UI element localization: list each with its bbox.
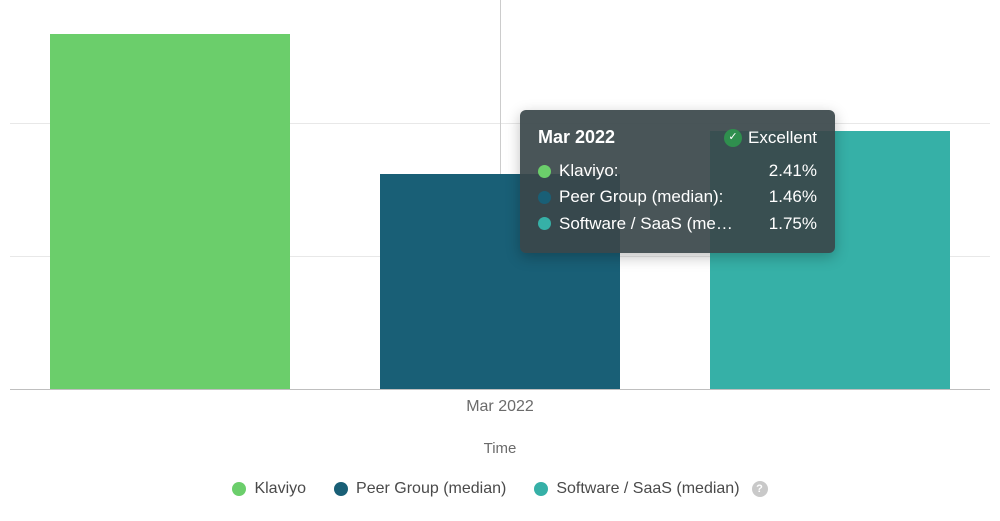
legend-item-software-saas[interactable]: Software / SaaS (median) ? <box>534 480 767 498</box>
legend: Klaviyo Peer Group (median) Software / S… <box>0 480 1000 498</box>
legend-label: Klaviyo <box>254 480 306 498</box>
tooltip-row: Peer Group (median): 1.46% <box>538 184 817 210</box>
chart-area <box>0 0 1000 390</box>
tooltip: Mar 2022 ✓ Excellent Klaviyo: 2.41% Peer… <box>520 110 835 253</box>
tooltip-title: Mar 2022 <box>538 124 615 152</box>
legend-item-klaviyo[interactable]: Klaviyo <box>232 480 306 498</box>
bar-klaviyo[interactable] <box>50 34 290 389</box>
tooltip-series-label: Peer Group (median): <box>559 184 723 210</box>
legend-label: Software / SaaS (median) <box>556 480 739 498</box>
tooltip-badge: ✓ Excellent <box>724 125 817 151</box>
legend-swatch <box>534 482 548 496</box>
help-icon[interactable]: ? <box>752 481 768 497</box>
legend-label: Peer Group (median) <box>356 480 506 498</box>
legend-swatch <box>232 482 246 496</box>
tooltip-series-label: Klaviyo: <box>559 158 619 184</box>
tooltip-badge-label: Excellent <box>748 125 817 151</box>
tooltip-series-value: 2.41% <box>769 158 817 184</box>
tooltip-series-value: 1.75% <box>769 211 817 237</box>
tooltip-series-value: 1.46% <box>769 184 817 210</box>
tooltip-row: Software / SaaS (medi... 1.75% <box>538 211 817 237</box>
tooltip-series-label: Software / SaaS (medi... <box>559 211 739 237</box>
series-dot-icon <box>538 191 551 204</box>
tooltip-row: Klaviyo: 2.41% <box>538 158 817 184</box>
series-dot-icon <box>538 165 551 178</box>
legend-item-peer-group[interactable]: Peer Group (median) <box>334 480 506 498</box>
x-axis-title: Time <box>0 440 1000 457</box>
series-dot-icon <box>538 217 551 230</box>
legend-swatch <box>334 482 348 496</box>
check-icon: ✓ <box>724 129 742 147</box>
plot-area <box>10 0 990 390</box>
x-tick-label: Mar 2022 <box>0 398 1000 416</box>
